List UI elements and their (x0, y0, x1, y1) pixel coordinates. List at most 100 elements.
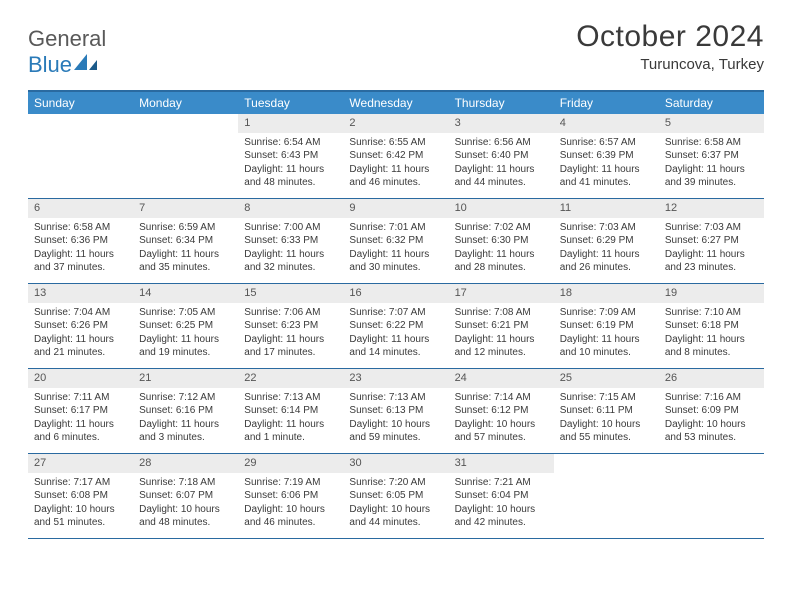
daylight-line: Daylight: 11 hours and 1 minute. (244, 418, 337, 445)
daylight-line: Daylight: 11 hours and 3 minutes. (139, 418, 232, 445)
daylight-line: Daylight: 11 hours and 41 minutes. (560, 163, 653, 190)
day-cell: 8Sunrise: 7:00 AMSunset: 6:33 PMDaylight… (238, 199, 343, 283)
day-number: 12 (659, 199, 764, 218)
sunrise-line: Sunrise: 7:01 AM (349, 221, 442, 235)
sunrise-line: Sunrise: 7:12 AM (139, 391, 232, 405)
sunset-line: Sunset: 6:09 PM (665, 404, 758, 418)
day-number: 10 (449, 199, 554, 218)
daylight-line: Daylight: 10 hours and 51 minutes. (34, 503, 127, 530)
sunset-line: Sunset: 6:36 PM (34, 234, 127, 248)
month-title: October 2024 (576, 20, 764, 54)
day-number: 22 (238, 369, 343, 388)
sunrise-line: Sunrise: 7:00 AM (244, 221, 337, 235)
sunrise-line: Sunrise: 7:11 AM (34, 391, 127, 405)
day-number: 11 (554, 199, 659, 218)
day-cell: 12Sunrise: 7:03 AMSunset: 6:27 PMDayligh… (659, 199, 764, 283)
day-cell: 14Sunrise: 7:05 AMSunset: 6:25 PMDayligh… (133, 284, 238, 368)
sunset-line: Sunset: 6:21 PM (455, 319, 548, 333)
logo-text: General Blue (28, 26, 106, 78)
day-header-tuesday: Tuesday (238, 92, 343, 114)
day-number: 17 (449, 284, 554, 303)
sunset-line: Sunset: 6:26 PM (34, 319, 127, 333)
day-details: Sunrise: 7:10 AMSunset: 6:18 PMDaylight:… (659, 303, 764, 366)
day-number: 16 (343, 284, 448, 303)
sunrise-line: Sunrise: 7:18 AM (139, 476, 232, 490)
day-number: 8 (238, 199, 343, 218)
sunset-line: Sunset: 6:22 PM (349, 319, 442, 333)
sunrise-line: Sunrise: 7:20 AM (349, 476, 442, 490)
day-details: Sunrise: 7:00 AMSunset: 6:33 PMDaylight:… (238, 218, 343, 281)
day-cell: 6Sunrise: 6:58 AMSunset: 6:36 PMDaylight… (28, 199, 133, 283)
sunset-line: Sunset: 6:07 PM (139, 489, 232, 503)
day-cell: 16Sunrise: 7:07 AMSunset: 6:22 PMDayligh… (343, 284, 448, 368)
sunset-line: Sunset: 6:08 PM (34, 489, 127, 503)
sunrise-line: Sunrise: 7:13 AM (244, 391, 337, 405)
day-cell: 27Sunrise: 7:17 AMSunset: 6:08 PMDayligh… (28, 454, 133, 538)
day-cell: 21Sunrise: 7:12 AMSunset: 6:16 PMDayligh… (133, 369, 238, 453)
day-header-friday: Friday (554, 92, 659, 114)
day-cell: 4Sunrise: 6:57 AMSunset: 6:39 PMDaylight… (554, 114, 659, 198)
sunrise-line: Sunrise: 7:10 AM (665, 306, 758, 320)
sunrise-line: Sunrise: 7:08 AM (455, 306, 548, 320)
sunset-line: Sunset: 6:29 PM (560, 234, 653, 248)
day-details: Sunrise: 7:03 AMSunset: 6:29 PMDaylight:… (554, 218, 659, 281)
daylight-line: Daylight: 11 hours and 37 minutes. (34, 248, 127, 275)
logo-text-general: General (28, 26, 106, 51)
daylight-line: Daylight: 11 hours and 21 minutes. (34, 333, 127, 360)
sunrise-line: Sunrise: 7:04 AM (34, 306, 127, 320)
day-cell: 10Sunrise: 7:02 AMSunset: 6:30 PMDayligh… (449, 199, 554, 283)
week-row: 20Sunrise: 7:11 AMSunset: 6:17 PMDayligh… (28, 369, 764, 454)
sunset-line: Sunset: 6:37 PM (665, 149, 758, 163)
day-details: Sunrise: 7:08 AMSunset: 6:21 PMDaylight:… (449, 303, 554, 366)
day-number: 20 (28, 369, 133, 388)
daylight-line: Daylight: 11 hours and 6 minutes. (34, 418, 127, 445)
sunset-line: Sunset: 6:05 PM (349, 489, 442, 503)
day-number: 19 (659, 284, 764, 303)
sunset-line: Sunset: 6:43 PM (244, 149, 337, 163)
day-cell: 2Sunrise: 6:55 AMSunset: 6:42 PMDaylight… (343, 114, 448, 198)
day-number: 6 (28, 199, 133, 218)
day-details: Sunrise: 7:06 AMSunset: 6:23 PMDaylight:… (238, 303, 343, 366)
sunset-line: Sunset: 6:18 PM (665, 319, 758, 333)
day-number: 26 (659, 369, 764, 388)
daylight-line: Daylight: 11 hours and 28 minutes. (455, 248, 548, 275)
sunset-line: Sunset: 6:23 PM (244, 319, 337, 333)
sunrise-line: Sunrise: 7:09 AM (560, 306, 653, 320)
day-number: 18 (554, 284, 659, 303)
day-cell: 28Sunrise: 7:18 AMSunset: 6:07 PMDayligh… (133, 454, 238, 538)
day-cell: 29Sunrise: 7:19 AMSunset: 6:06 PMDayligh… (238, 454, 343, 538)
day-header-thursday: Thursday (449, 92, 554, 114)
day-details: Sunrise: 7:09 AMSunset: 6:19 PMDaylight:… (554, 303, 659, 366)
day-number: 13 (28, 284, 133, 303)
sunrise-line: Sunrise: 7:02 AM (455, 221, 548, 235)
day-number: 1 (238, 114, 343, 133)
day-cell: 30Sunrise: 7:20 AMSunset: 6:05 PMDayligh… (343, 454, 448, 538)
sunset-line: Sunset: 6:40 PM (455, 149, 548, 163)
day-details: Sunrise: 7:15 AMSunset: 6:11 PMDaylight:… (554, 388, 659, 451)
sunrise-line: Sunrise: 7:13 AM (349, 391, 442, 405)
daylight-line: Daylight: 11 hours and 26 minutes. (560, 248, 653, 275)
sunset-line: Sunset: 6:13 PM (349, 404, 442, 418)
day-cell: 20Sunrise: 7:11 AMSunset: 6:17 PMDayligh… (28, 369, 133, 453)
week-row: 6Sunrise: 6:58 AMSunset: 6:36 PMDaylight… (28, 199, 764, 284)
daylight-line: Daylight: 11 hours and 39 minutes. (665, 163, 758, 190)
day-number: 29 (238, 454, 343, 473)
day-details: Sunrise: 6:59 AMSunset: 6:34 PMDaylight:… (133, 218, 238, 281)
week-row: 27Sunrise: 7:17 AMSunset: 6:08 PMDayligh… (28, 454, 764, 539)
days-header: SundayMondayTuesdayWednesdayThursdayFrid… (28, 92, 764, 114)
week-row: 13 Sunrise: 7:04 AMSunset: 6:26 PMDayligh… (28, 284, 764, 369)
day-cell: 19Sunrise: 7:10 AMSunset: 6:18 PMDayligh… (659, 284, 764, 368)
daylight-line: Daylight: 10 hours and 42 minutes. (455, 503, 548, 530)
day-number: 5 (659, 114, 764, 133)
daylight-line: Daylight: 11 hours and 48 minutes. (244, 163, 337, 190)
day-cell: 7Sunrise: 6:59 AMSunset: 6:34 PMDaylight… (133, 199, 238, 283)
day-details: Sunrise: 7:01 AMSunset: 6:32 PMDaylight:… (343, 218, 448, 281)
daylight-line: Daylight: 10 hours and 46 minutes. (244, 503, 337, 530)
day-cell: 9Sunrise: 7:01 AMSunset: 6:32 PMDaylight… (343, 199, 448, 283)
daylight-line: Daylight: 11 hours and 23 minutes. (665, 248, 758, 275)
day-number: 14 (133, 284, 238, 303)
day-details: Sunrise: 7:12 AMSunset: 6:16 PMDaylight:… (133, 388, 238, 451)
sunrise-line: Sunrise: 7:14 AM (455, 391, 548, 405)
day-details: Sunrise: 7:16 AMSunset: 6:09 PMDaylight:… (659, 388, 764, 451)
day-details: Sunrise: 6:58 AMSunset: 6:37 PMDaylight:… (659, 133, 764, 196)
